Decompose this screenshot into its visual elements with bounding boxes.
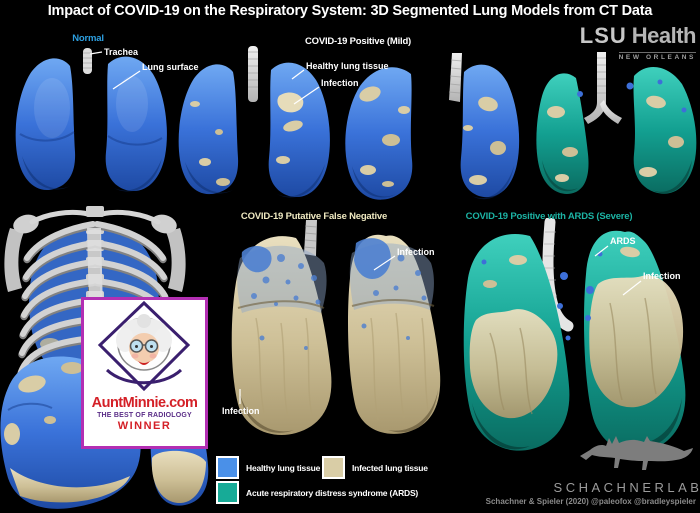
auntminnie-site-name: AuntMinnie.com bbox=[91, 395, 198, 411]
legend-swatch-infected bbox=[322, 456, 345, 479]
legend-swatch-healthy bbox=[216, 456, 239, 479]
panel-title-severe: COVID-19 Positive with ARDS (Severe) bbox=[465, 211, 633, 222]
annotation-trachea: Trachea bbox=[104, 47, 139, 57]
covid-severe-ards-lungs-model bbox=[463, 218, 686, 453]
annotation-infection-mild: Infection bbox=[321, 78, 359, 88]
auntminnie-award-badge: AuntMinnie.com THE BEST OF RADIOLOGY WIN… bbox=[81, 297, 208, 449]
legend-swatch-ards bbox=[216, 481, 239, 504]
legend-label-ards: Acute respiratory distress syndrome (ARD… bbox=[246, 487, 419, 498]
schachnerlab-wordmark: SCHACHNERLAB bbox=[553, 480, 700, 495]
annotation-lung-surface: Lung surface bbox=[142, 62, 199, 72]
normal-lungs-model bbox=[15, 48, 167, 192]
legend-item-healthy: Healthy lung tissue bbox=[216, 456, 320, 479]
alligator-icon bbox=[580, 436, 693, 470]
annotation-infection-severe: Infection bbox=[643, 271, 681, 281]
legend-item-infected: Infected lung tissue bbox=[322, 456, 428, 479]
auntminnie-diamond-face-icon bbox=[97, 300, 191, 392]
lsu-health-logo: LSU Health NEW ORLEANS bbox=[579, 23, 697, 63]
lsu-subtitle: NEW ORLEANS bbox=[618, 52, 696, 61]
annotation-infection-false-negative-top: Infection bbox=[397, 247, 435, 257]
credit-line: Schachner & Spieler (2020) @paleofox @br… bbox=[485, 497, 696, 506]
auntminnie-award-text: WINNER bbox=[117, 420, 172, 432]
legend-label-infected: Infected lung tissue bbox=[352, 462, 428, 473]
panel-title-false-negative: COVID-19 Putative False Negative bbox=[240, 211, 388, 222]
covid-severe-lungs-top-model bbox=[536, 52, 697, 194]
annotation-ards: ARDS bbox=[610, 236, 636, 246]
legend-label-healthy: Healthy lung tissue bbox=[246, 462, 321, 473]
lsu-wordmark: LSU bbox=[579, 23, 627, 48]
panel-title-mild: COVID-19 Positive (Mild) bbox=[304, 36, 412, 47]
legend-item-ards: Acute respiratory distress syndrome (ARD… bbox=[216, 481, 418, 504]
panel-title-normal: Normal bbox=[72, 33, 104, 44]
covid-mild-lungs-posterior-model bbox=[345, 53, 520, 200]
figure-title: Impact of COVID-19 on the Respiratory Sy… bbox=[47, 3, 653, 19]
annotation-healthy-tissue: Healthy lung tissue bbox=[306, 61, 389, 71]
covid-false-negative-lungs-model bbox=[231, 220, 441, 435]
annotation-infection-false-negative-bottom: Infection bbox=[222, 406, 260, 416]
lsu-health-wordmark: Health bbox=[631, 23, 697, 48]
auntminnie-tagline: THE BEST OF RADIOLOGY bbox=[97, 412, 192, 419]
